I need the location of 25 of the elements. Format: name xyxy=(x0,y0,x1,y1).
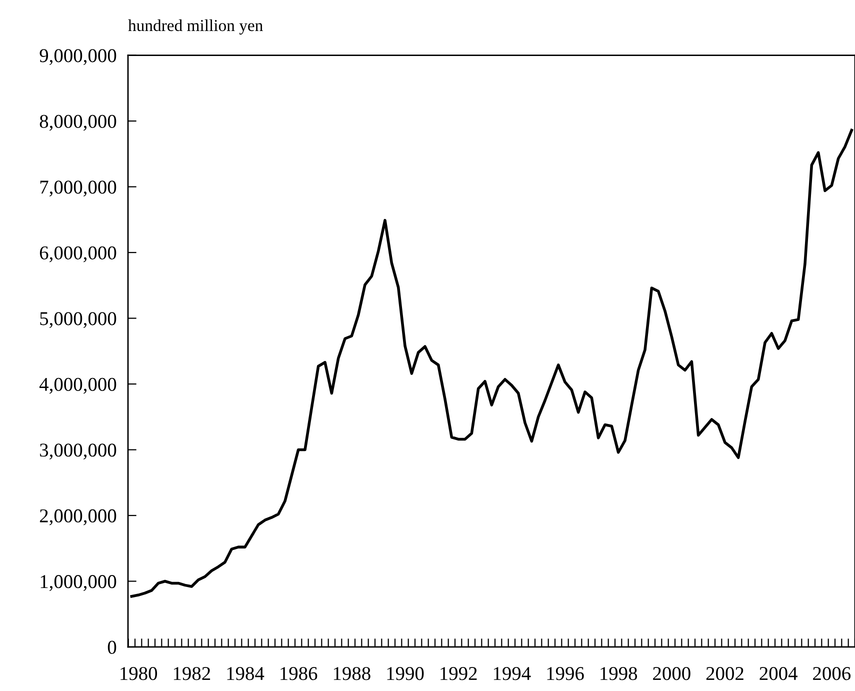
y-tick-label: 0 xyxy=(108,640,116,654)
y-tick-label: 2,000,000 xyxy=(40,509,116,526)
x-tick-label: 1984 xyxy=(227,666,264,680)
y-tick-label: 6,000,000 xyxy=(40,246,116,262)
y-tick-label: 3,000,000 xyxy=(40,444,116,460)
x-tick-label: 2004 xyxy=(760,666,798,680)
y-tick-label: 4,000,000 xyxy=(39,378,116,394)
x-tick-label: 1996 xyxy=(547,667,584,680)
y-tick-label: 5,000,000 xyxy=(40,312,116,328)
x-tick-label: 1980 xyxy=(120,666,158,680)
x-tick-label: 1982 xyxy=(174,666,210,680)
x-tick-label: 2006 xyxy=(813,666,851,680)
x-tick-label: 1988 xyxy=(334,666,370,680)
y-tick-label: 9,000,000 xyxy=(40,49,116,66)
x-tick-label: 2002 xyxy=(706,666,744,680)
x-tick-label: 1998 xyxy=(600,666,638,680)
y-axis-title: hundred million yen xyxy=(128,19,263,35)
y-tick-label: 8,000,000 xyxy=(40,114,116,131)
y-tick-label: 7,000,000 xyxy=(40,180,116,197)
x-tick-label: 1986 xyxy=(280,666,318,680)
x-tick-label: 1994 xyxy=(494,667,531,680)
x-tick-label: 1992 xyxy=(440,667,477,680)
y-tick-label: 1,000,000 xyxy=(40,575,116,591)
x-tick-label: 2000 xyxy=(653,666,690,680)
x-tick-label: 1990 xyxy=(387,666,424,680)
